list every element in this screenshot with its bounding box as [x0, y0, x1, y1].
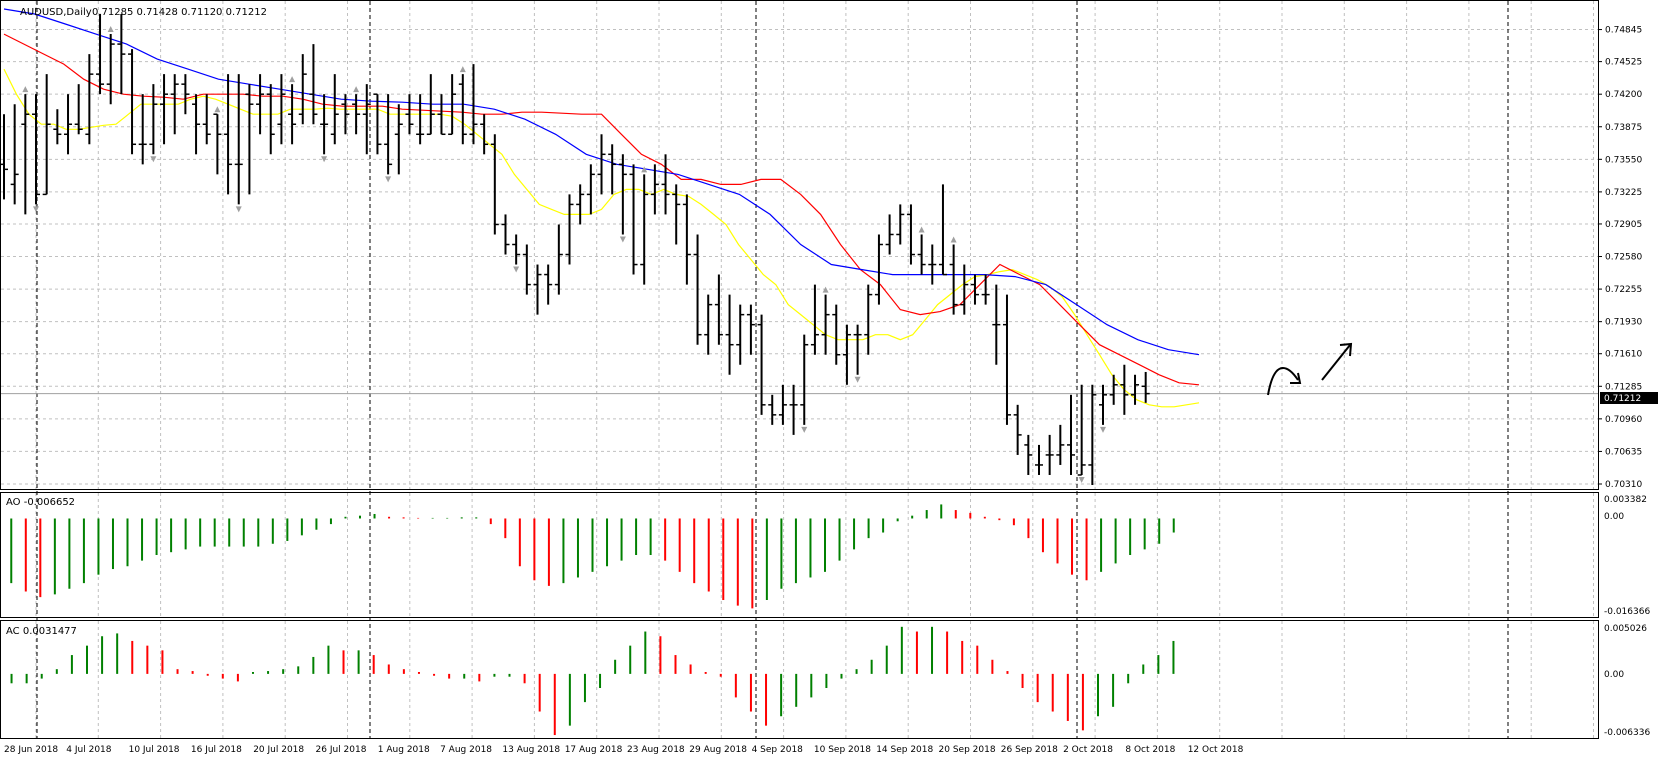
ao-tick-bottom: -0.016366 — [1604, 607, 1650, 617]
ao-pane-frame — [0, 492, 1599, 618]
straight-arrow-path — [1321, 344, 1351, 381]
current-price-box — [1600, 392, 1658, 404]
curved-arrow-path — [1267, 367, 1299, 396]
fractal-down-marker — [801, 426, 808, 433]
price-tick-label: 0.71930 — [1605, 318, 1642, 328]
fractal-up-marker — [289, 76, 296, 83]
price-tick-label: 0.70310 — [1605, 480, 1642, 490]
price-pane[interactable] — [0, 8, 1598, 485]
date-tick-label: 23 Aug 2018 — [627, 745, 685, 755]
date-tick-label: 12 Oct 2018 — [1188, 745, 1244, 755]
fractal-up-marker — [822, 286, 829, 293]
ac-pane-frame — [0, 620, 1599, 739]
price-axis: 0.74845 0.74525 0.74200 0.73875 0.73550 0.732… — [1598, 26, 1642, 490]
date-tick-label: 4 Sep 2018 — [752, 745, 804, 755]
price-tick-label: 0.72255 — [1605, 285, 1642, 295]
fractal-down-marker — [513, 266, 520, 273]
date-tick-label: 26 Jul 2018 — [316, 745, 367, 755]
fractal-down-marker — [385, 176, 392, 183]
date-tick-label: 14 Sep 2018 — [876, 745, 933, 755]
fractal-down-marker — [1078, 476, 1085, 483]
price-tick-label: 0.70960 — [1605, 415, 1642, 425]
fractal-up-marker — [950, 236, 957, 243]
price-tick-label: 0.74525 — [1605, 58, 1642, 68]
date-tick-label: 28 Jun 2018 — [4, 745, 58, 755]
date-tick-label: 10 Sep 2018 — [814, 745, 871, 755]
date-tick-label: 13 Aug 2018 — [502, 745, 560, 755]
ao-indicator-label: AO -0.006652 — [6, 497, 75, 508]
main-pane-frame — [0, 0, 1599, 490]
ac-tick-zero: 0.00 — [1604, 670, 1624, 680]
fractal-up-marker — [353, 86, 360, 93]
ohlc-readout: 0.71285 0.71428 0.71120 0.71212 — [92, 7, 267, 18]
price-tick-label: 0.74845 — [1605, 26, 1642, 36]
date-tick-label: 20 Sep 2018 — [939, 745, 996, 755]
ao-pane[interactable] — [10, 504, 1175, 609]
annotation-arrows[interactable] — [1267, 342, 1353, 396]
ac-tick-top: 0.005026 — [1604, 624, 1647, 634]
price-tick-label: 0.72905 — [1605, 220, 1642, 230]
date-tick-label: 10 Jul 2018 — [129, 745, 180, 755]
ac-indicator-label: AC 0.0031477 — [6, 626, 77, 637]
fractal-down-marker — [150, 156, 157, 163]
price-tick-label: 0.74200 — [1605, 90, 1642, 100]
ma-mid-line — [3, 33, 1200, 386]
date-axis: 28 Jun 2018 4 Jul 2018 10 Jul 2018 16 Jul 2… — [4, 745, 1244, 755]
fractal-up-marker — [641, 166, 648, 173]
price-tick-label: 0.71610 — [1605, 350, 1642, 360]
date-tick-label: 16 Jul 2018 — [191, 745, 242, 755]
chart-symbol-title: AUDUSD,Daily — [20, 7, 92, 18]
ac-tick-bottom: -0.006336 — [1604, 728, 1650, 738]
current-price-label: 0.71212 — [1604, 394, 1641, 404]
price-tick-label: 0.73875 — [1605, 123, 1642, 133]
ao-tick-top: 0.003382 — [1604, 495, 1647, 505]
date-tick-label: 1 Aug 2018 — [378, 745, 430, 755]
fractal-down-marker — [1100, 426, 1107, 433]
fractal-down-marker — [854, 376, 861, 383]
date-tick-label: 7 Aug 2018 — [440, 745, 492, 755]
price-tick-label: 0.73550 — [1605, 155, 1642, 165]
date-tick-label: 29 Aug 2018 — [689, 745, 747, 755]
date-tick-label: 17 Aug 2018 — [565, 745, 623, 755]
fractal-up-marker — [459, 66, 466, 73]
fractal-up-marker — [107, 26, 114, 33]
fractal-up-marker — [214, 106, 221, 113]
fractal-down-marker — [33, 206, 40, 213]
fractal-up-marker — [22, 86, 29, 93]
fractal-up-marker — [918, 226, 925, 233]
curved-arrow-head — [1290, 372, 1302, 384]
ma-fast-line — [3, 68, 1200, 408]
fractal-down-marker — [619, 236, 626, 243]
date-tick-label: 8 Oct 2018 — [1125, 745, 1175, 755]
date-tick-label: 4 Jul 2018 — [66, 745, 111, 755]
price-tick-label: 0.70635 — [1605, 447, 1642, 457]
ac-pane[interactable] — [10, 626, 1175, 736]
price-tick-label: 0.73225 — [1605, 188, 1642, 198]
fractal-down-marker — [321, 156, 328, 163]
date-tick-label: 2 Oct 2018 — [1063, 745, 1113, 755]
ao-tick-zero: 0.00 — [1604, 512, 1624, 522]
price-tick-label: 0.72580 — [1605, 253, 1642, 263]
date-tick-label: 26 Sep 2018 — [1001, 745, 1058, 755]
fractal-down-marker — [235, 206, 242, 213]
straight-arrow-head — [1339, 342, 1353, 357]
date-tick-label: 20 Jul 2018 — [253, 745, 304, 755]
price-tick-label: 0.71285 — [1605, 382, 1642, 392]
grid-lines — [1, 1, 1598, 738]
